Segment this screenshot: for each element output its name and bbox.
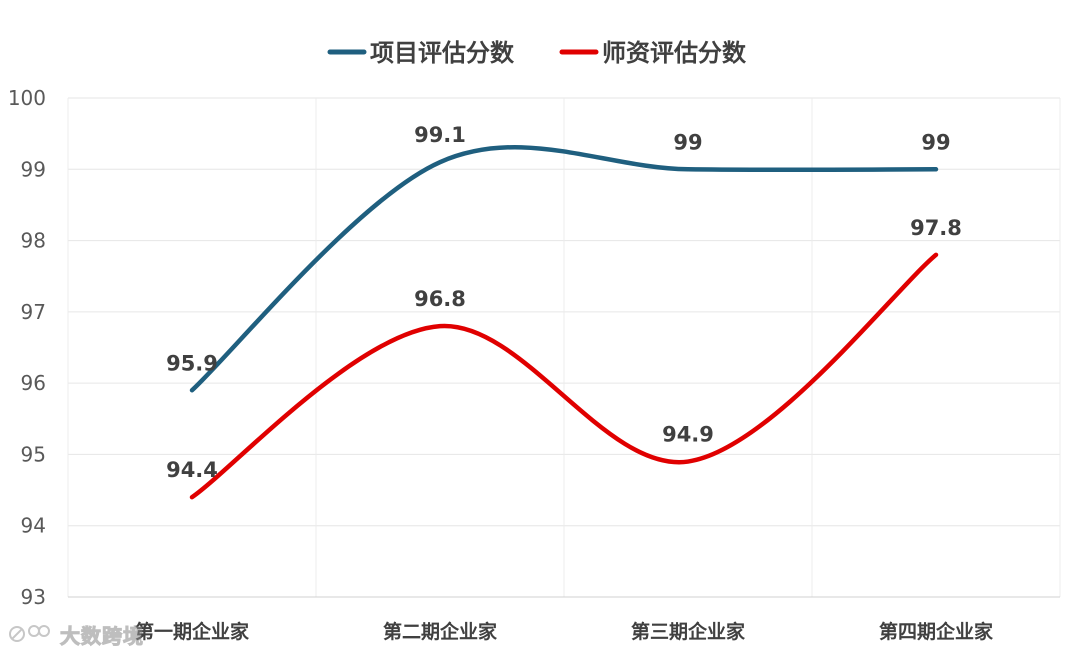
x-axis-categories: 第一期企业家 第二期企业家 第三期企业家 第四期企业家 [135, 620, 994, 643]
watermark: 大数跨境 [8, 618, 144, 650]
series-line-1 [189, 144, 939, 393]
y-tick-label: 98 [21, 229, 46, 253]
watermark-text: 大数跨境 [60, 623, 144, 648]
x-category-label: 第二期企业家 [383, 620, 498, 643]
series-lines [189, 144, 939, 500]
data-label: 94.9 [662, 423, 714, 447]
data-label: 97.8 [910, 216, 962, 240]
y-tick-label: 99 [21, 157, 46, 181]
data-label: 96.8 [414, 287, 466, 311]
data-label: 95.9 [166, 351, 218, 375]
chart-legend: 项目评估分数 师资评估分数 [327, 39, 747, 67]
legend-label: 项目评估分数 [370, 39, 515, 67]
data-label: 99 [921, 130, 950, 154]
logo-mark-icon [9, 625, 50, 642]
data-label: 99 [673, 130, 702, 154]
y-tick-label: 93 [21, 585, 46, 609]
data-label: 99.1 [414, 123, 466, 147]
y-tick-label: 94 [21, 514, 46, 538]
y-tick-label: 96 [21, 371, 46, 395]
chart-grid [67, 97, 1061, 598]
y-tick-label: 97 [21, 300, 46, 324]
x-category-label: 第四期企业家 [879, 620, 994, 643]
x-category-label: 第一期企业家 [135, 620, 250, 643]
y-tick-label: 100 [8, 86, 46, 110]
x-category-label: 第三期企业家 [631, 620, 746, 643]
data-labels: 95.9 99.1 99 99 94.4 96.8 94.9 97.8 [166, 123, 962, 482]
data-label: 94.4 [166, 458, 218, 482]
legend-label: 师资评估分数 [602, 39, 747, 67]
series-line-2 [189, 252, 939, 500]
y-axis-ticks: 93 94 95 96 97 98 99 100 [8, 86, 46, 609]
y-tick-label: 95 [21, 442, 46, 466]
